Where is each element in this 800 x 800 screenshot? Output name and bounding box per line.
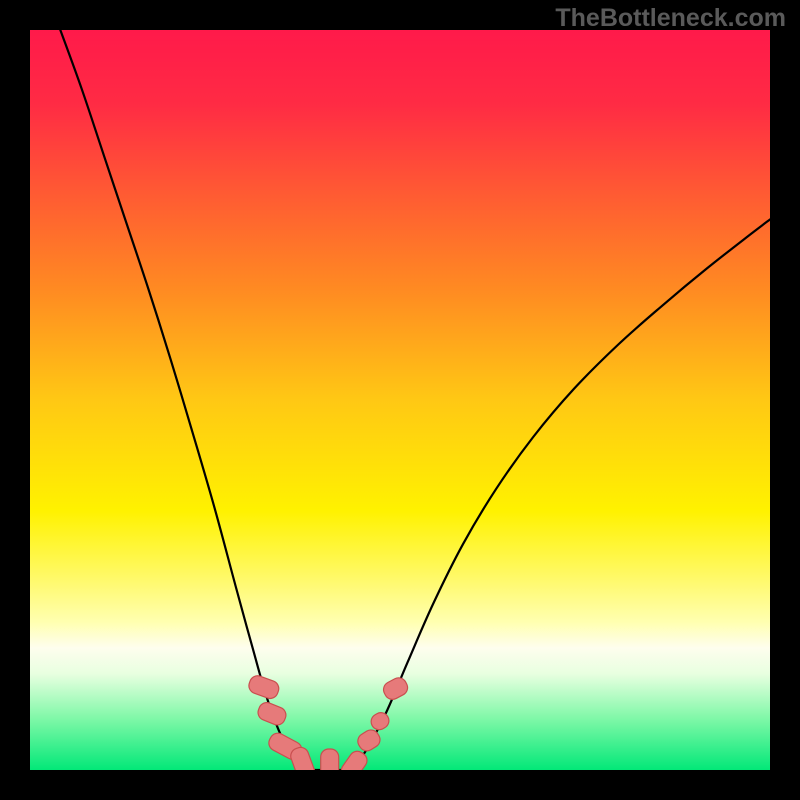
watermark-label: TheBottleneck.com bbox=[555, 4, 786, 33]
curve-left bbox=[60, 30, 311, 770]
curve-marker bbox=[289, 745, 320, 789]
curve-marker bbox=[368, 710, 392, 733]
curve-marker bbox=[247, 674, 281, 701]
curve-marker bbox=[355, 727, 383, 754]
curve-right bbox=[348, 219, 770, 770]
chart-container: TheBottleneck.com bbox=[0, 0, 800, 800]
curve-marker bbox=[381, 675, 411, 702]
curve-marker bbox=[321, 749, 339, 791]
chart-svg bbox=[0, 0, 800, 800]
curve-marker bbox=[256, 700, 289, 727]
